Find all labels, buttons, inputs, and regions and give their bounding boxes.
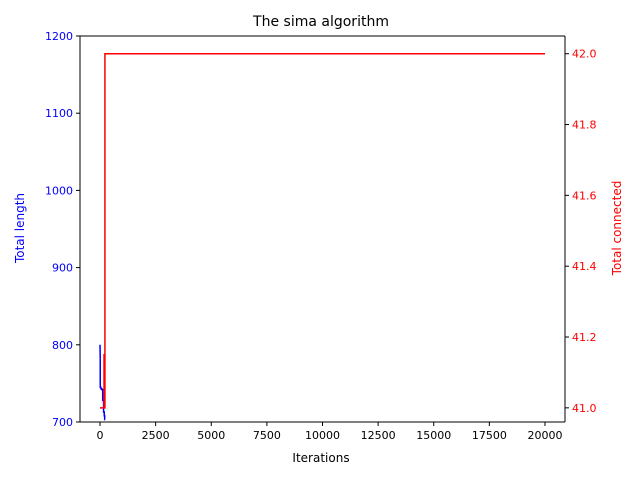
series-line-right-axis (100, 52, 545, 409)
right-tick-label: 41.4 (572, 260, 597, 273)
x-tick-label: 2500 (142, 429, 170, 442)
left-tick-label: 900 (52, 262, 73, 275)
x-tick-label: 10000 (305, 429, 340, 442)
left-tick-label: 1200 (45, 30, 73, 43)
left-tick-label: 1100 (45, 107, 73, 120)
x-tick-label: 5000 (197, 429, 225, 442)
right-tick-label: 41.2 (572, 331, 597, 344)
left-axis-label: Total length (13, 193, 27, 264)
x-tick-label: 15000 (416, 429, 451, 442)
right-tick-label: 42.0 (572, 48, 597, 61)
x-tick-label: 0 (97, 429, 104, 442)
right-axis-label: Total connected (610, 181, 624, 277)
right-tick-label: 41.8 (572, 119, 597, 132)
left-tick-label: 700 (52, 416, 73, 429)
x-tick-label: 17500 (472, 429, 507, 442)
plot-area: 0 2500 5000 7500 10000 12500 15000 17500 20000 70… (45, 30, 597, 442)
x-tick-label: 20000 (527, 429, 562, 442)
left-tick-label: 1000 (45, 184, 73, 197)
x-tick-label: 12500 (361, 429, 396, 442)
chart-title: The sima algorithm (252, 14, 389, 30)
right-tick-label: 41.0 (572, 402, 597, 415)
x-tick-label: 7500 (253, 429, 281, 442)
x-axis-label: Iterations (292, 451, 349, 465)
left-tick-label: 800 (52, 339, 73, 352)
series-line-left-axis (99, 344, 106, 421)
right-tick-label: 41.6 (572, 189, 597, 202)
